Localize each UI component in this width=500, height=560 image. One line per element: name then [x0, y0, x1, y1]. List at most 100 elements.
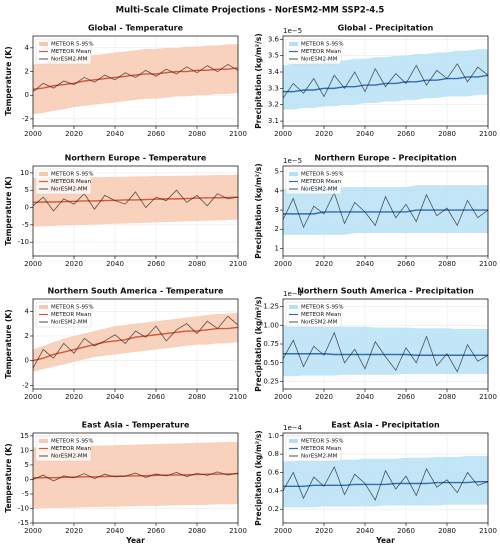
- x-tick-label: 2020: [65, 393, 83, 401]
- model-line: [283, 331, 488, 373]
- y-tick-label: 0.2: [268, 505, 279, 513]
- x-tick-label: 2080: [438, 130, 456, 138]
- y-tick-label: 3.4: [268, 68, 280, 76]
- model-line: [283, 466, 488, 501]
- panel-title: Northern South America - Precipitation: [297, 287, 474, 296]
- model-line: [283, 63, 488, 99]
- y-tick-label: 2: [25, 68, 29, 76]
- y-tick-label: 4: [25, 44, 30, 52]
- x-tick-label: 2080: [438, 527, 456, 535]
- y-tick-label: -2: [22, 381, 29, 389]
- band: [283, 455, 488, 508]
- legend-label: METEOR Mean: [51, 446, 91, 452]
- axes-frame: [32, 298, 239, 390]
- legend-label: METEOR 5-95%: [51, 172, 94, 178]
- legend-box: [285, 38, 342, 65]
- panel-title: Northern Europe - Precipitation: [314, 154, 457, 163]
- x-tick-label: 2020: [65, 260, 83, 268]
- y-tick-label: -15: [18, 519, 29, 527]
- x-tick-label: 2000: [24, 393, 42, 401]
- x-tick-label: 2020: [65, 130, 83, 138]
- y-tick-label: 3.3: [268, 84, 279, 92]
- legend-swatch: [289, 305, 298, 309]
- legend-swatch: [289, 42, 298, 46]
- mean-line: [33, 196, 238, 204]
- legend-label: METEOR 5-95%: [51, 305, 94, 311]
- x-tick-label: 2100: [229, 260, 247, 268]
- x-tick-label: 2080: [188, 130, 206, 138]
- axes-frame: [32, 432, 239, 524]
- x-tick-label: 2080: [188, 527, 206, 535]
- legend-box: [35, 168, 92, 195]
- legend-label: METEOR 5-95%: [301, 305, 344, 311]
- y-tick-label: 1: [275, 244, 279, 252]
- y-tick-label: 1.0: [268, 432, 279, 440]
- mean-line: [283, 353, 488, 356]
- x-tick-label: 2020: [65, 527, 83, 535]
- plot: [283, 455, 488, 508]
- axes-frame: [282, 165, 489, 257]
- x-tick-label: 2100: [479, 260, 497, 268]
- y-tick-label: 0: [25, 204, 29, 212]
- offset-label: 1e−4: [283, 290, 303, 298]
- y-tick-label: 0.6: [268, 468, 280, 476]
- offset-label: 1e−4: [283, 424, 303, 432]
- y-axis-label: Precipitation (kg/m²/s): [254, 33, 263, 128]
- legend-box: [35, 38, 92, 65]
- y-axis-label: Precipitation (kg/m²/s): [254, 430, 263, 525]
- x-tick-label: 2100: [229, 393, 247, 401]
- panel: Global - Temperature 2000 2020 2040 2060 2080…: [4, 24, 247, 139]
- legend-label: METEOR Mean: [301, 312, 341, 318]
- x-tick-label: 2060: [147, 260, 165, 268]
- x-tick-label: 2100: [479, 527, 497, 535]
- panel: Global - Precipitation 1e−5 2000 2020 2040 20…: [254, 24, 497, 139]
- x-tick-label: 2060: [397, 393, 415, 401]
- legend-label: NorESM2-MM: [301, 187, 338, 193]
- x-tick-label: 2040: [356, 393, 374, 401]
- x-tick-label: 2060: [147, 130, 165, 138]
- band: [283, 185, 488, 235]
- legend-swatch: [39, 42, 48, 46]
- panel: Northern Europe - Precipitation 1e−5 2000 2…: [254, 154, 497, 269]
- panel-title: East Asia - Temperature: [82, 421, 190, 430]
- y-tick-label: -5: [22, 490, 29, 498]
- model-line: [33, 471, 238, 482]
- offset-label: 1e−5: [283, 157, 302, 165]
- y-tick-label: -2: [22, 115, 29, 123]
- offset-label: 1e−5: [283, 27, 302, 35]
- legend-box: [35, 301, 92, 328]
- mean-line: [283, 209, 488, 215]
- plot: [283, 185, 488, 235]
- x-tick-label: 2100: [479, 393, 497, 401]
- x-tick-label: 2040: [356, 130, 374, 138]
- x-tick-label: 2020: [315, 393, 333, 401]
- legend-label: METEOR 5-95%: [301, 439, 344, 445]
- panel: Northern South America - Temperature 2000…: [4, 287, 247, 402]
- y-tick-label: 15: [20, 432, 29, 440]
- axes-frame: [282, 298, 489, 390]
- legend-label: NorESM2-MM: [51, 187, 88, 193]
- legend-swatch: [289, 172, 298, 176]
- x-tick-label: 2020: [315, 527, 333, 535]
- mean-line: [33, 326, 238, 362]
- panel: Northern South America - Precipitation1e…: [254, 287, 497, 402]
- axes-frame: [32, 35, 239, 127]
- x-tick-label: 2020: [315, 130, 333, 138]
- y-axis-label: Temperature (K): [4, 46, 13, 115]
- y-tick-label: 5: [25, 186, 29, 194]
- y-tick-label: 3.5: [268, 52, 279, 60]
- x-tick-label: 2080: [438, 393, 456, 401]
- x-tick-label: 2000: [274, 393, 292, 401]
- y-tick-label: 0: [25, 91, 29, 99]
- legend-box: [285, 301, 342, 328]
- mean-line: [283, 480, 488, 487]
- x-tick-label: 2080: [188, 393, 206, 401]
- legend-label: METEOR 5-95%: [51, 42, 94, 48]
- x-tick-label: 2040: [356, 527, 374, 535]
- x-tick-label: 2000: [274, 130, 292, 138]
- y-tick-label: 0.4: [268, 487, 280, 495]
- band: [33, 312, 238, 372]
- legend-label: METEOR 5-95%: [51, 439, 94, 445]
- legend-label: NorESM2-MM: [301, 454, 338, 460]
- legend-label: METEOR Mean: [301, 446, 341, 452]
